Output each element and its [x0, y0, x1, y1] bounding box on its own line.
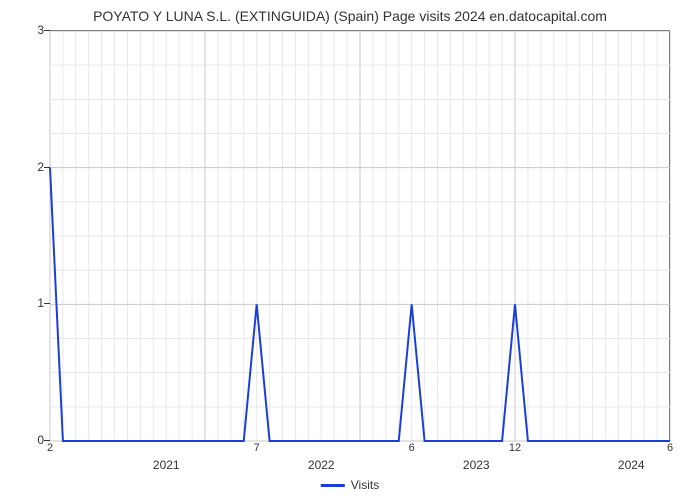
plot-area	[50, 30, 670, 440]
legend-label: Visits	[351, 478, 379, 492]
x-year-label: 2023	[463, 458, 490, 472]
y-tick-mark	[44, 167, 50, 168]
y-tick-label: 2	[37, 160, 44, 174]
y-tick-mark	[44, 30, 50, 31]
chart-container: POYATO Y LUNA S.L. (EXTINGUIDA) (Spain) …	[0, 0, 700, 500]
x-num-label: 6	[667, 442, 673, 454]
x-year-label: 2022	[308, 458, 335, 472]
x-num-label: 2	[47, 442, 53, 454]
y-tick-label: 0	[37, 433, 44, 447]
y-tick-label: 3	[37, 23, 44, 37]
legend: Visits	[321, 478, 379, 492]
chart-svg	[50, 31, 669, 440]
y-tick-mark	[44, 303, 50, 304]
x-num-label: 12	[509, 442, 521, 454]
x-num-label: 7	[254, 442, 260, 454]
y-tick-mark	[44, 440, 50, 441]
legend-swatch	[321, 484, 345, 487]
x-num-label: 6	[409, 442, 415, 454]
chart-title: POYATO Y LUNA S.L. (EXTINGUIDA) (Spain) …	[0, 0, 700, 28]
y-tick-label: 1	[37, 296, 44, 310]
x-year-label: 2021	[153, 458, 180, 472]
x-year-label: 2024	[618, 458, 645, 472]
